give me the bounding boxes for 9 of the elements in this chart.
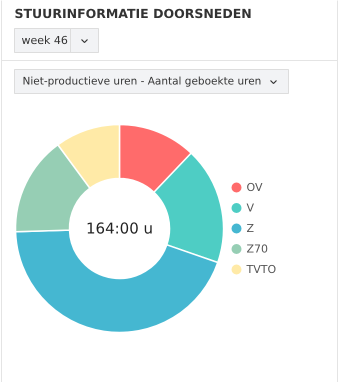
legend-label: Z70 bbox=[246, 242, 268, 256]
legend-label: Z bbox=[246, 222, 254, 235]
legend-label: TVTO bbox=[246, 263, 276, 276]
legend-label: V bbox=[246, 202, 254, 214]
text: 164:00 u bbox=[86, 220, 154, 238]
chart-title: STUURINFORMATIE DOORSNEDEN bbox=[14, 6, 252, 21]
legend-label: OV bbox=[246, 181, 263, 194]
text: week 46 bbox=[22, 34, 68, 47]
chart-subtitle: Niet-productieve uren - Aantal geboekte uren bbox=[22, 76, 262, 88]
